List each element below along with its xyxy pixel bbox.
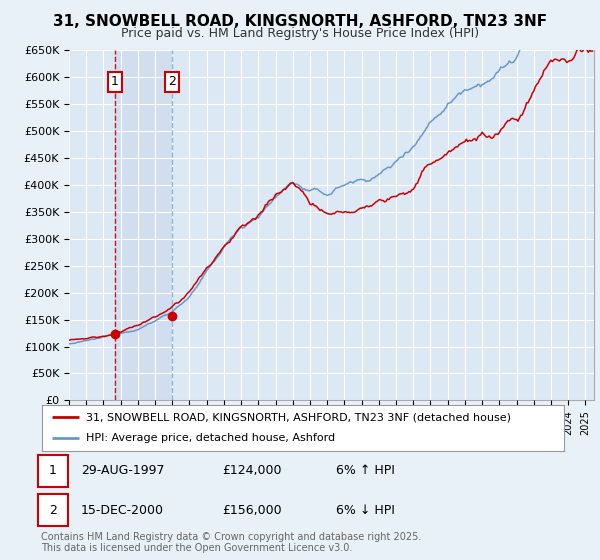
Text: 31, SNOWBELL ROAD, KINGSNORTH, ASHFORD, TN23 3NF: 31, SNOWBELL ROAD, KINGSNORTH, ASHFORD, … [53, 14, 547, 29]
Text: 31, SNOWBELL ROAD, KINGSNORTH, ASHFORD, TN23 3NF (detached house): 31, SNOWBELL ROAD, KINGSNORTH, ASHFORD, … [86, 412, 511, 422]
Text: Contains HM Land Registry data © Crown copyright and database right 2025.
This d: Contains HM Land Registry data © Crown c… [41, 531, 421, 553]
Text: 2: 2 [49, 503, 57, 517]
Text: 1: 1 [111, 76, 119, 88]
Text: 6% ↓ HPI: 6% ↓ HPI [336, 503, 395, 517]
Text: HPI: Average price, detached house, Ashford: HPI: Average price, detached house, Ashf… [86, 433, 335, 444]
Text: 1: 1 [49, 464, 57, 478]
Text: £156,000: £156,000 [222, 503, 281, 517]
Text: 29-AUG-1997: 29-AUG-1997 [81, 464, 164, 478]
Text: £124,000: £124,000 [222, 464, 281, 478]
Text: 6% ↑ HPI: 6% ↑ HPI [336, 464, 395, 478]
Text: Price paid vs. HM Land Registry's House Price Index (HPI): Price paid vs. HM Land Registry's House … [121, 27, 479, 40]
Bar [115, 50, 172, 400]
Text: 15-DEC-2000: 15-DEC-2000 [81, 503, 164, 517]
Text: 2: 2 [167, 76, 176, 88]
